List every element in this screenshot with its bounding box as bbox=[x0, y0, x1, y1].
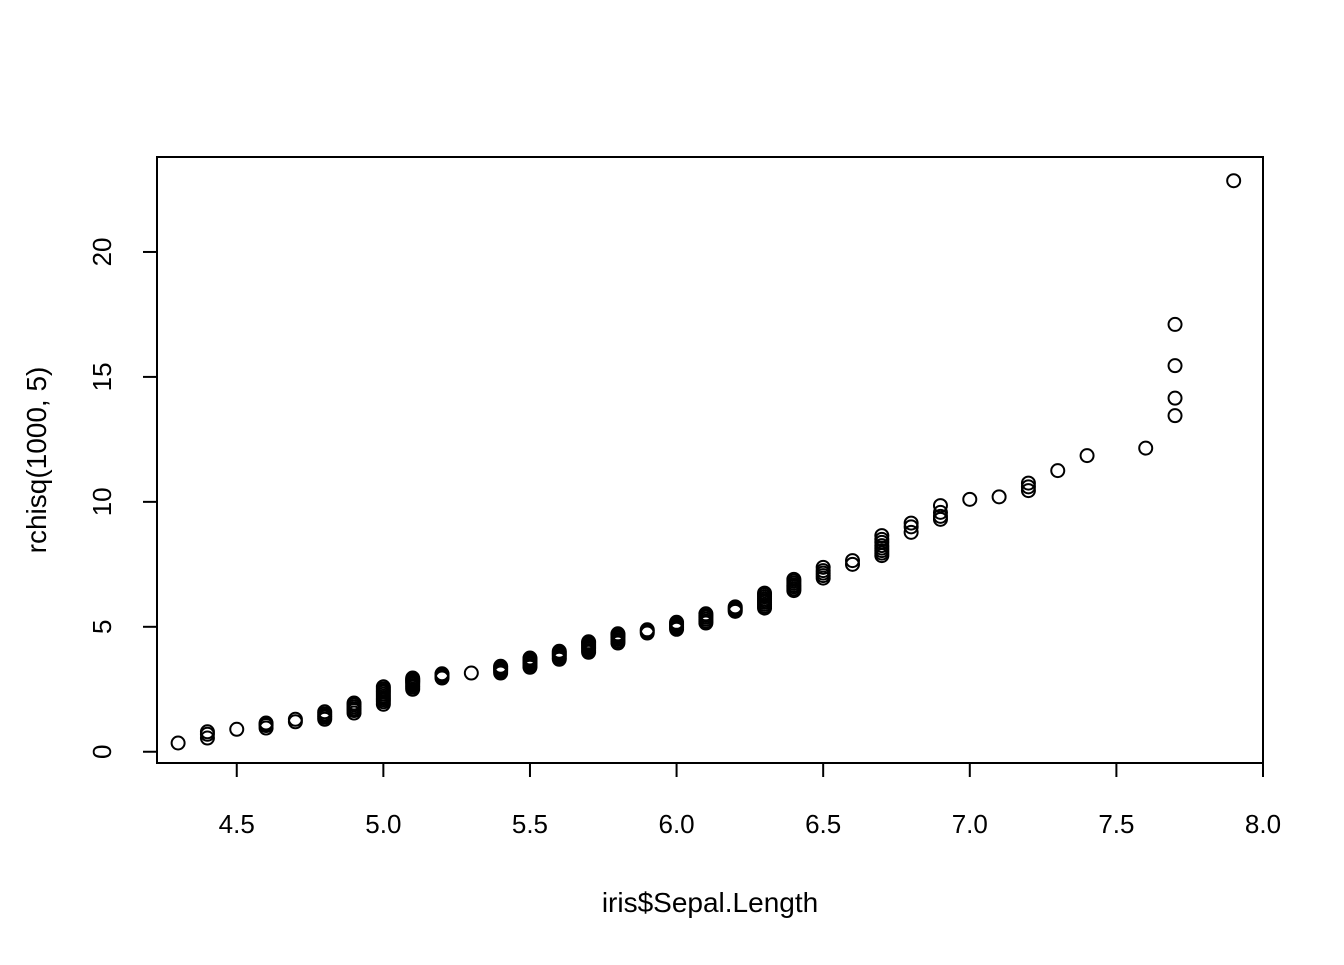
data-point bbox=[815, 559, 831, 575]
data-point bbox=[932, 504, 948, 520]
data-point bbox=[199, 730, 215, 746]
data-point bbox=[1020, 479, 1036, 495]
data-point bbox=[757, 585, 773, 601]
data-point bbox=[845, 556, 861, 572]
data-point bbox=[874, 531, 890, 547]
data-point bbox=[581, 634, 597, 650]
data-point bbox=[845, 553, 861, 569]
data-point bbox=[317, 704, 333, 720]
plot-frame bbox=[156, 156, 1264, 764]
data-point bbox=[522, 650, 538, 666]
data-point bbox=[903, 524, 919, 540]
y-tick-label: 15 bbox=[87, 362, 117, 391]
data-point bbox=[1167, 408, 1183, 424]
data-point bbox=[1167, 358, 1183, 374]
data-point bbox=[405, 670, 421, 686]
data-point bbox=[698, 606, 714, 622]
x-tick-label: 6.0 bbox=[658, 809, 694, 839]
data-point bbox=[1020, 483, 1036, 499]
data-point bbox=[639, 622, 655, 638]
x-tick-label: 5.5 bbox=[512, 809, 548, 839]
data-point bbox=[903, 519, 919, 535]
x-tick-label: 7.0 bbox=[952, 809, 988, 839]
y-axis-title: rchisq(1000, 5) bbox=[21, 367, 52, 554]
x-tick-label: 8.0 bbox=[1245, 809, 1281, 839]
data-point bbox=[1020, 475, 1036, 491]
y-tick-label: 5 bbox=[87, 620, 117, 634]
data-point bbox=[786, 571, 802, 587]
y-tick-label: 20 bbox=[87, 237, 117, 266]
data-point bbox=[1138, 440, 1154, 456]
x-tick-label: 5.0 bbox=[365, 809, 401, 839]
data-point bbox=[346, 695, 362, 711]
data-point bbox=[229, 721, 245, 737]
data-point bbox=[551, 643, 567, 659]
data-point bbox=[1079, 448, 1095, 464]
data-point bbox=[170, 735, 186, 751]
data-point bbox=[287, 711, 303, 727]
x-tick-label: 6.5 bbox=[805, 809, 841, 839]
data-points bbox=[170, 173, 1242, 751]
data-point bbox=[199, 724, 215, 740]
x-tick-label: 4.5 bbox=[219, 809, 255, 839]
data-point bbox=[962, 491, 978, 507]
data-point bbox=[903, 515, 919, 531]
data-point bbox=[932, 498, 948, 514]
y-axis: 0 5 10 15 20 bbox=[87, 237, 158, 759]
data-point bbox=[669, 614, 685, 630]
data-point bbox=[991, 489, 1007, 505]
data-point bbox=[1167, 316, 1183, 332]
data-point bbox=[1050, 463, 1066, 479]
data-point bbox=[375, 679, 391, 695]
x-tick-label: 7.5 bbox=[1098, 809, 1134, 839]
y-tick-label: 10 bbox=[87, 487, 117, 516]
y-tick-label: 0 bbox=[87, 745, 117, 759]
x-axis-title: iris$Sepal.Length bbox=[602, 887, 818, 918]
data-point bbox=[434, 666, 450, 682]
data-point bbox=[1226, 173, 1242, 189]
data-point bbox=[932, 508, 948, 524]
data-point bbox=[727, 599, 743, 615]
data-point bbox=[258, 715, 274, 731]
data-point bbox=[610, 626, 626, 642]
data-point bbox=[493, 658, 509, 674]
data-point bbox=[874, 528, 890, 544]
data-point bbox=[463, 665, 479, 681]
x-axis: 4.5 5.0 5.5 6.0 6.5 7.0 7.5 8.0 bbox=[219, 762, 1281, 839]
data-point bbox=[1167, 390, 1183, 406]
